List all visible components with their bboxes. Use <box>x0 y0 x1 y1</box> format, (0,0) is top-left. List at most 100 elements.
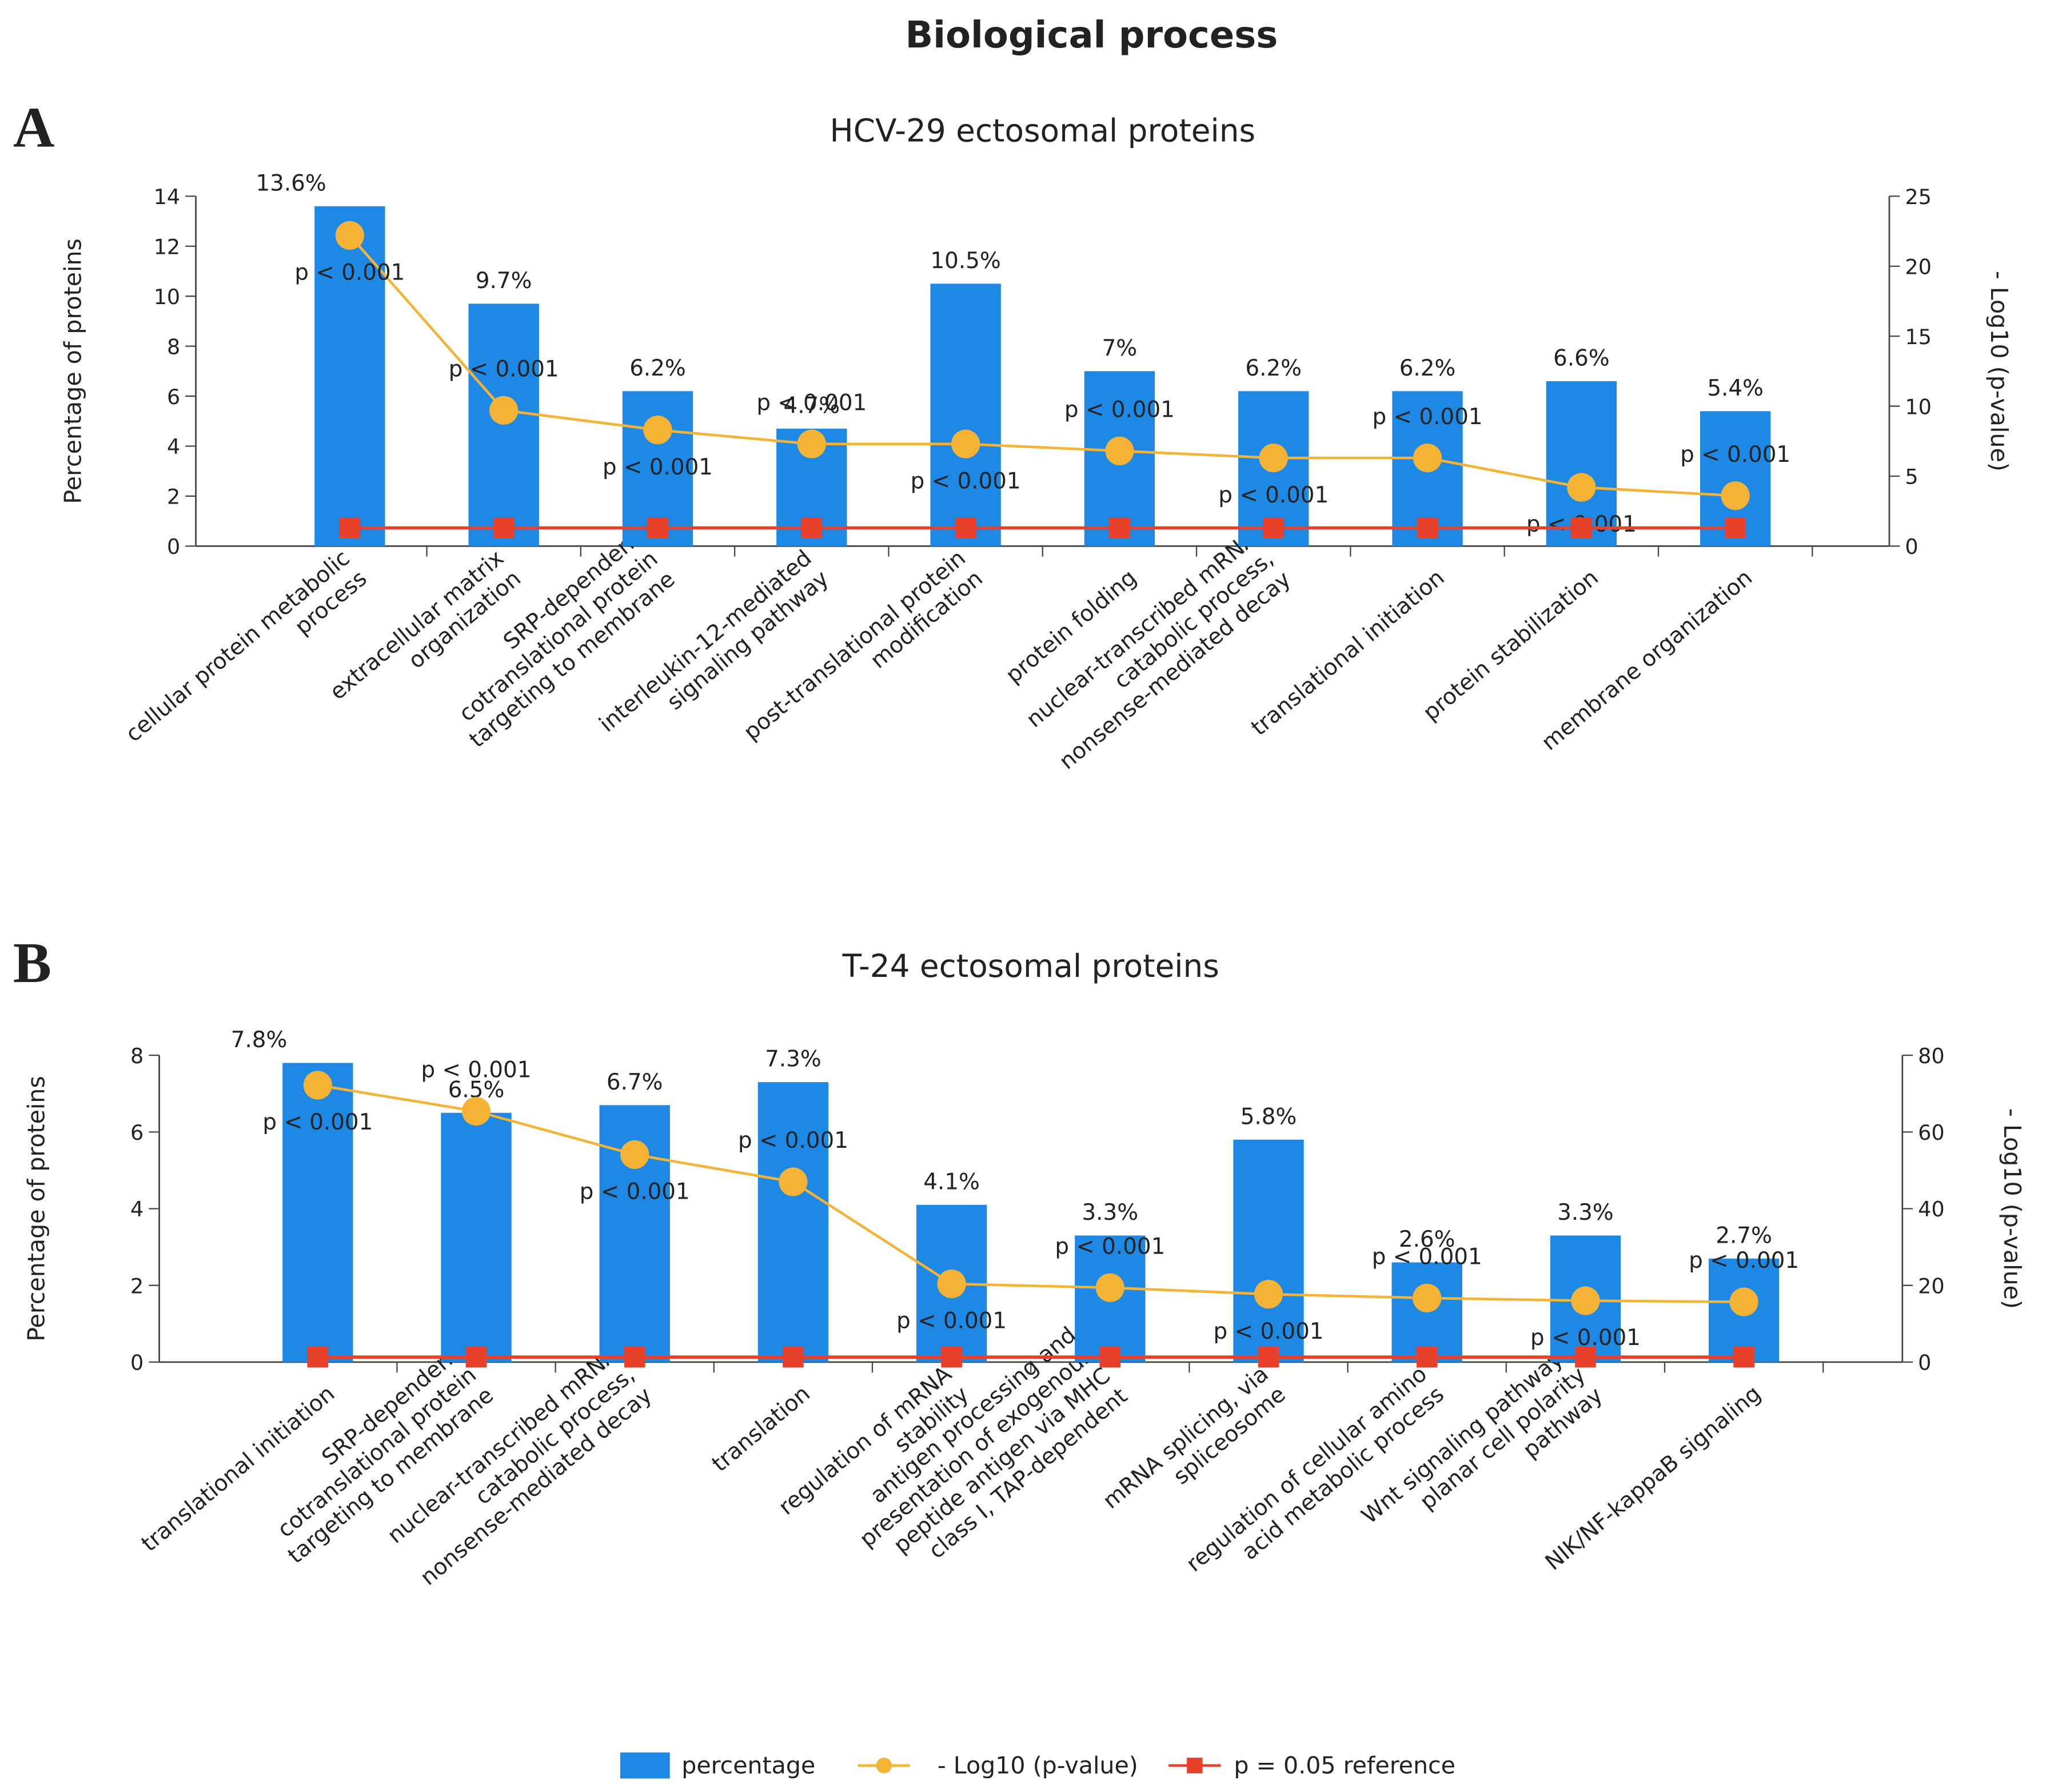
legend-label: p = 0.05 reference <box>1234 1751 1455 1779</box>
bar-value-label: 3.3% <box>1557 1200 1614 1226</box>
line <box>317 1084 1744 1303</box>
y-tick-label: 4 <box>130 1197 143 1222</box>
y2-tick-label: 20 <box>1918 1274 1945 1298</box>
bar <box>468 304 539 546</box>
point-label: p < 0.001 <box>294 260 405 285</box>
point-label: p < 0.001 <box>1214 1319 1324 1344</box>
point <box>1105 436 1134 466</box>
panel-letter: A <box>13 95 55 159</box>
y-tick-label: 14 <box>154 185 181 209</box>
x-tick-label: SRP-dependentcotranslational proteintarg… <box>430 525 680 753</box>
point <box>941 1346 962 1368</box>
point <box>1099 1346 1121 1368</box>
point <box>1567 473 1596 502</box>
y-tick-label: 0 <box>167 534 180 559</box>
y-tick-label: 2 <box>167 485 180 509</box>
point <box>1095 1273 1124 1302</box>
point <box>1416 1346 1438 1368</box>
point <box>493 517 515 538</box>
bar-value-label: 7.3% <box>765 1047 821 1072</box>
point <box>335 221 365 250</box>
bar-value-label: 10.5% <box>930 248 1000 274</box>
y-tick-label: 6 <box>167 385 180 409</box>
point <box>1263 517 1284 538</box>
y2-axis-label: - Log10 (p-value) <box>1999 1108 2026 1309</box>
bar-value-label: 6.2% <box>1245 356 1302 381</box>
x-tick-label: translation <box>707 1380 815 1477</box>
point <box>1417 517 1438 538</box>
point-label: p < 0.001 <box>1680 442 1790 468</box>
point <box>955 517 976 538</box>
x-tick-label-line: cotranslational protein <box>273 1362 481 1543</box>
bar-value-label: 6.7% <box>607 1069 663 1095</box>
bar-value-label: 6.2% <box>629 356 686 381</box>
x-tick-label-line: protein stabilization <box>1418 565 1604 726</box>
point <box>797 429 826 458</box>
point <box>1258 1346 1279 1368</box>
y-tick-label: 6 <box>130 1120 143 1145</box>
point <box>647 517 668 538</box>
y-tick-label: 4 <box>167 434 180 459</box>
panel-letter: B <box>13 931 51 995</box>
point <box>801 517 823 538</box>
bar-value-label: 6.2% <box>1399 356 1456 381</box>
bar <box>1233 1139 1304 1362</box>
bar <box>314 206 385 546</box>
point-label: p < 0.001 <box>738 1128 848 1154</box>
x-tick-label-line: cellular protein metabolic <box>121 545 354 748</box>
y-tick-label: 8 <box>130 1044 143 1068</box>
x-tick-label: cellular protein metabolicprocess <box>121 545 372 768</box>
point <box>339 517 361 538</box>
bar-value-label: 4.1% <box>923 1169 980 1195</box>
x-tick-label: protein stabilization <box>1418 565 1604 726</box>
point <box>1259 444 1288 473</box>
point-label: p < 0.001 <box>1530 1325 1641 1351</box>
y-tick-label: 10 <box>154 285 181 309</box>
point <box>1413 1283 1442 1312</box>
point-label: p < 0.001 <box>1372 1244 1482 1270</box>
bar-value-label: 5.8% <box>1241 1104 1297 1130</box>
bar <box>441 1112 512 1362</box>
y2-tick-label: 10 <box>1905 394 1932 419</box>
point <box>1733 1346 1754 1368</box>
y2-tick-label: 60 <box>1918 1120 1945 1145</box>
bar-value-label: 5.4% <box>1707 376 1764 401</box>
bar-value-label: 2.6% <box>1399 1227 1455 1252</box>
y2-tick-label: 15 <box>1905 325 1932 349</box>
chart-subtitle: T-24 ectosomal proteins <box>842 948 1219 984</box>
point-label: p < 0.001 <box>911 468 1021 494</box>
legend-swatch <box>620 1752 670 1779</box>
legend-label: - Log10 (p-value) <box>938 1751 1138 1779</box>
point-label: p < 0.001 <box>262 1109 373 1135</box>
bar <box>930 284 1001 546</box>
point-label: p < 0.001 <box>1055 1234 1165 1259</box>
point <box>643 416 672 445</box>
bar-value-label: 13.6% <box>256 170 326 196</box>
point <box>465 1346 487 1368</box>
point <box>1729 1287 1758 1316</box>
point <box>1571 1286 1600 1315</box>
y2-tick-label: 20 <box>1905 254 1932 279</box>
bar <box>757 1082 829 1362</box>
point-label: p < 0.001 <box>603 454 713 480</box>
bar-value-label: 2.7% <box>1716 1223 1772 1248</box>
x-tick-label-line: translation <box>707 1380 815 1477</box>
bar-value-label: 6.6% <box>1553 345 1610 371</box>
y2-axis-label: - Log10 (p-value) <box>1985 271 2013 472</box>
point-label: p < 0.001 <box>756 390 867 416</box>
point <box>620 1140 649 1170</box>
bar-value-label: 9.7% <box>476 268 532 294</box>
bar-value-label: 4.7% <box>784 393 840 418</box>
bar <box>282 1063 353 1362</box>
line <box>349 234 1736 497</box>
point <box>937 1269 966 1299</box>
point <box>1413 444 1442 473</box>
point <box>489 396 519 425</box>
legend-label: percentage <box>681 1751 815 1779</box>
y-axis-label: Percentage of proteins <box>23 1076 50 1342</box>
point <box>1575 1346 1596 1368</box>
point <box>1721 481 1750 510</box>
y2-tick-label: 5 <box>1905 465 1918 489</box>
y2-tick-label: 0 <box>1905 534 1918 559</box>
